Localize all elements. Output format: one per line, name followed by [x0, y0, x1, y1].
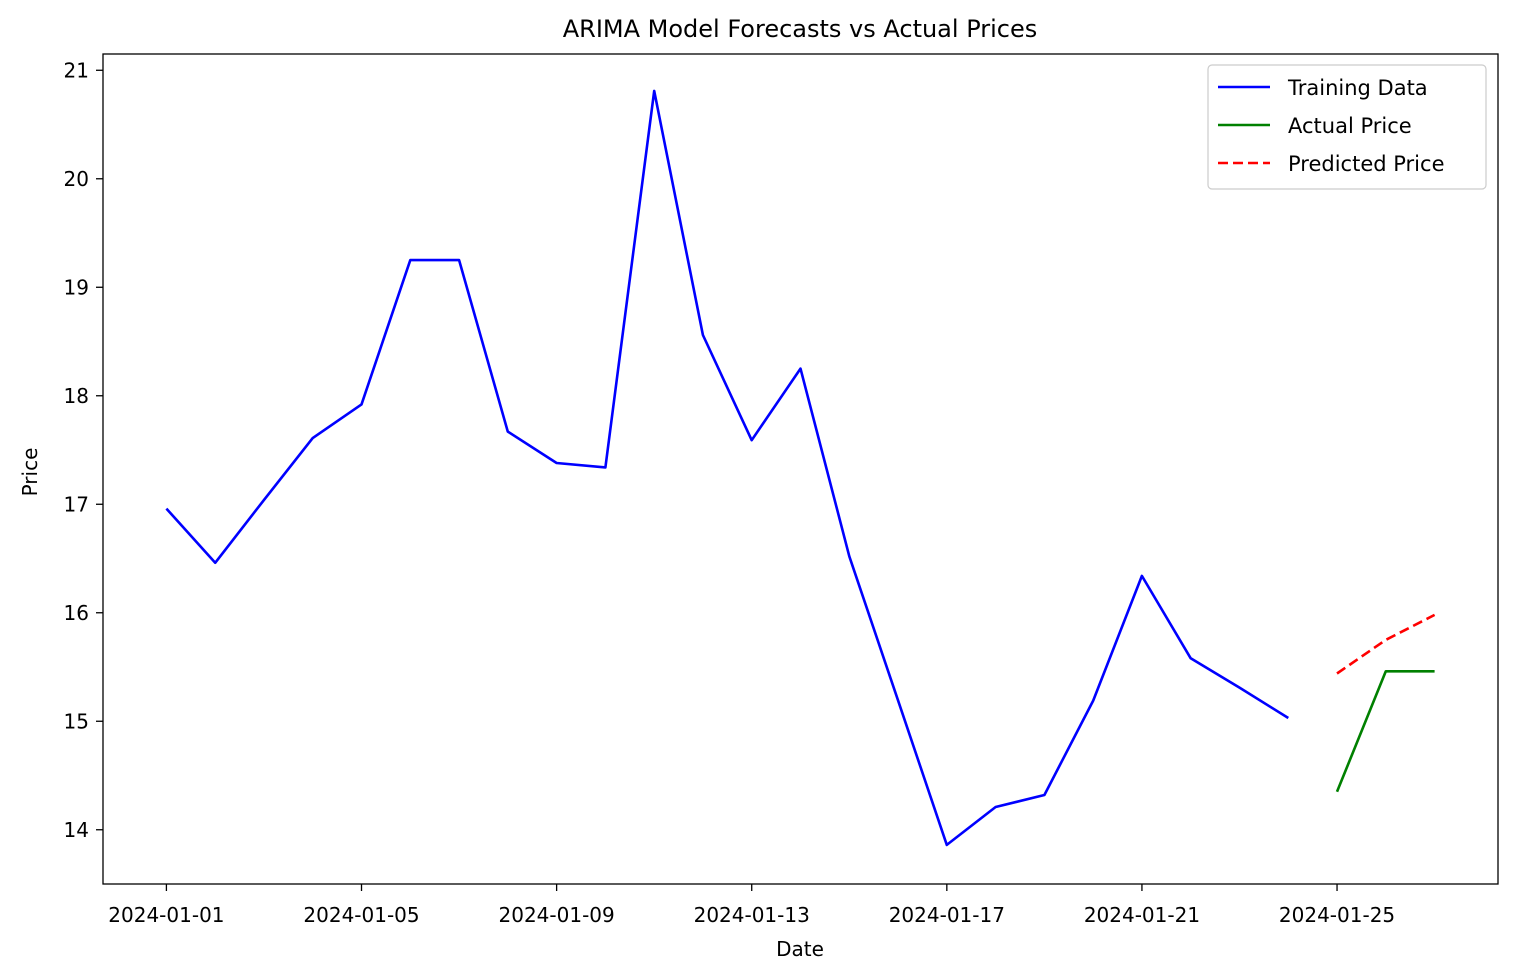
y-tick-label: 19	[64, 275, 89, 299]
x-axis: 2024-01-01 2024-01-05 2024-01-09 2024-01-13…	[108, 884, 1395, 927]
x-axis-title: Date	[776, 937, 824, 961]
x-tick-label: 2024-01-01	[108, 903, 224, 927]
chart-title: ARIMA Model Forecasts vs Actual Prices	[563, 15, 1038, 43]
x-tick-label: 2024-01-17	[889, 903, 1005, 927]
plot-lines	[165, 89, 1436, 847]
legend-label-training-data: Training Data	[1287, 76, 1428, 100]
series-line-training-data	[165, 89, 1289, 847]
y-tick-label: 18	[64, 384, 89, 408]
y-tick-label: 16	[64, 601, 89, 625]
x-tick-label: 2024-01-21	[1084, 903, 1200, 927]
y-tick-label: 20	[64, 167, 89, 191]
y-tick-label: 21	[64, 58, 89, 82]
y-tick-label: 15	[64, 709, 89, 733]
y-tick-label: 17	[64, 492, 89, 516]
x-tick-label: 2024-01-09	[499, 903, 615, 927]
x-tick-label: 2024-01-25	[1279, 903, 1395, 927]
legend-box	[1207, 64, 1487, 190]
legend: Training Data Actual Price Predicted Price	[1207, 64, 1487, 190]
series-line-predicted-price	[1336, 613, 1436, 675]
legend-label-actual-price: Actual Price	[1288, 114, 1412, 138]
x-tick-label: 2024-01-13	[694, 903, 810, 927]
x-tick-label: 2024-01-05	[303, 903, 419, 927]
plot-frame	[102, 53, 1499, 885]
series-line-actual-price	[1335, 669, 1435, 793]
y-axis: 14 15 16 17 18 19 20 21	[64, 58, 103, 842]
legend-label-predicted-price: Predicted Price	[1288, 152, 1445, 176]
y-tick-label: 14	[64, 818, 89, 842]
y-axis-title: Price	[18, 448, 42, 497]
